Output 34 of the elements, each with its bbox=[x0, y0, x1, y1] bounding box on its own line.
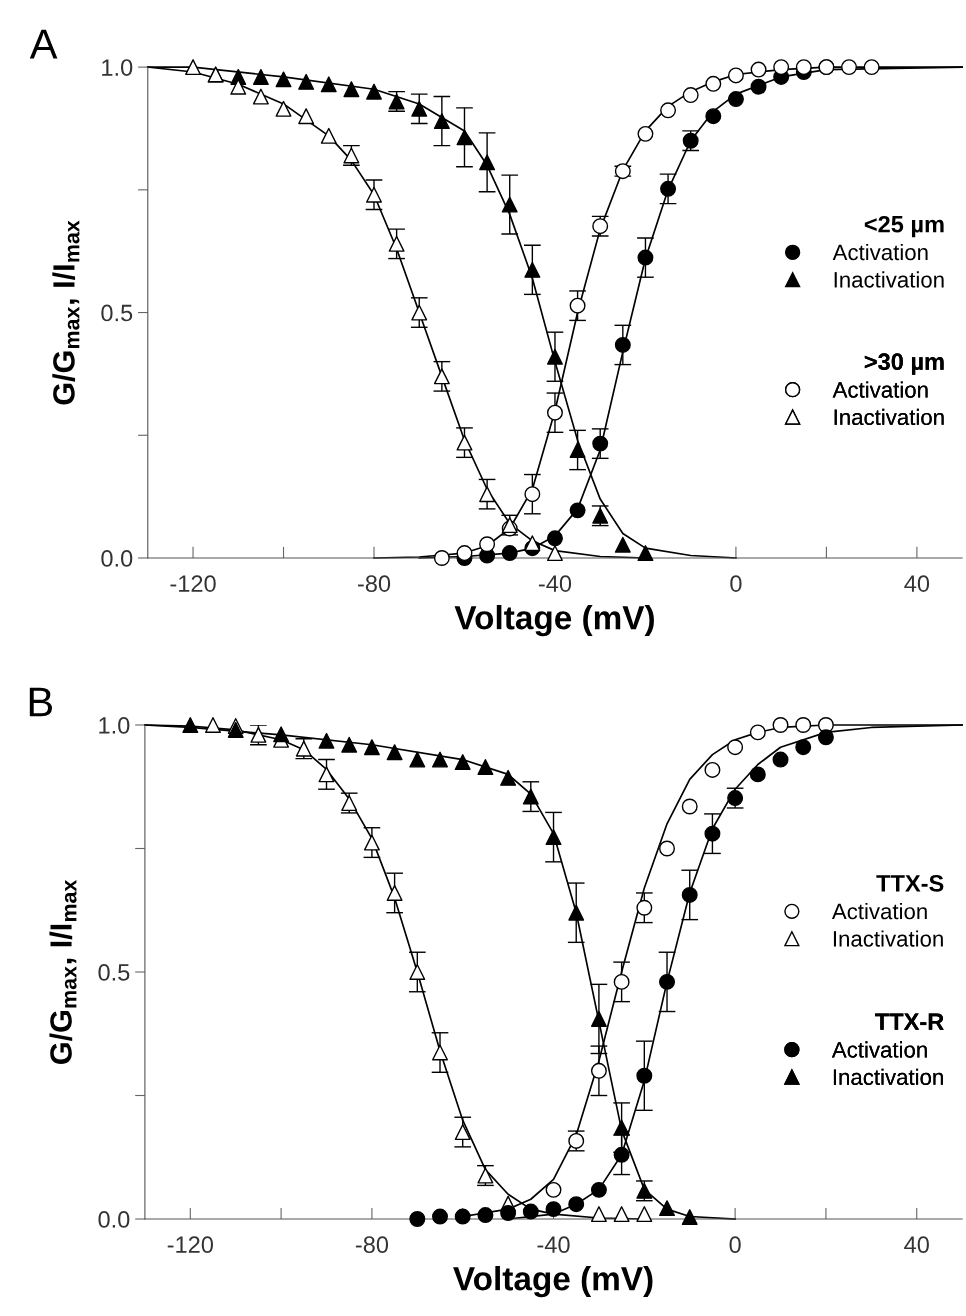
chart-title: B bbox=[29, 687, 52, 717]
text: TTX-R bbox=[875, 1013, 944, 1030]
y-axis-title: G/G$_{max}$, I/I$_{max}$ bbox=[52, 220, 80, 405]
x-tick-label: 0 bbox=[729, 1236, 741, 1254]
x-axis-title: Voltage (mV) bbox=[454, 604, 654, 637]
y-tick-label: 0.0 bbox=[101, 550, 133, 567]
text: >30 µm bbox=[864, 353, 944, 375]
x-tick-label: -40 bbox=[538, 575, 572, 592]
x-tick-label: 40 bbox=[904, 1236, 929, 1254]
legend-label: Inactivation bbox=[834, 271, 944, 288]
y-tick-label: 1.0 bbox=[102, 59, 133, 76]
text: TTX-S bbox=[876, 874, 944, 892]
y-tick-label: 0.0 bbox=[98, 1211, 130, 1228]
legend-label: Activation bbox=[832, 381, 928, 398]
x-tick-label: -80 bbox=[355, 1236, 389, 1254]
legend-label: Activation bbox=[832, 243, 928, 261]
y-tick-label: 0.5 bbox=[98, 964, 130, 981]
y-axis-title: G/G$_{max}$, I/I$_{max}$ bbox=[49, 879, 77, 1064]
y-tick-label: 1.0 bbox=[99, 717, 130, 734]
x-tick-label: -80 bbox=[357, 575, 391, 592]
legend-label: Activation bbox=[831, 903, 927, 920]
x-tick-label: 0 bbox=[730, 575, 742, 592]
y-tick-label: 0.5 bbox=[101, 304, 133, 322]
chart-title: A bbox=[29, 29, 58, 59]
x-tick-label: -40 bbox=[537, 1236, 570, 1254]
legend-label: Activation bbox=[831, 1041, 927, 1058]
legend-label: Inactivation bbox=[833, 930, 943, 947]
text: <25 µm bbox=[864, 215, 944, 238]
legend-label: Inactivation bbox=[834, 408, 944, 426]
x-tick-label: -120 bbox=[170, 575, 216, 592]
legend-label: Inactivation bbox=[833, 1068, 943, 1086]
x-tick-label: 40 bbox=[904, 575, 930, 592]
x-axis-title: Voltage (mV) bbox=[453, 1266, 653, 1298]
x-tick-label: -120 bbox=[167, 1236, 214, 1254]
